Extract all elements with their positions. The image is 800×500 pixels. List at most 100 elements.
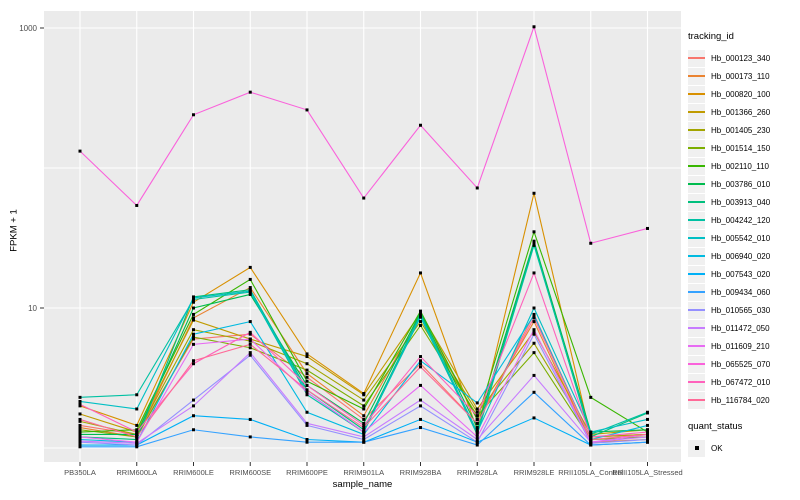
line-swatch-icon [688,237,705,239]
line-swatch-icon [688,381,705,383]
legend-item-Hb_065525_070: Hb_065525_070 [688,355,770,373]
legend-item-label: Hb_000123_340 [711,53,771,63]
data-point [305,368,309,372]
legend-item-label: Hb_003786_010 [711,179,771,189]
line-swatch-icon [688,165,705,167]
data-point [646,417,649,421]
data-point [78,417,82,421]
data-point [305,421,309,425]
legend-key-box [688,319,705,337]
legend-item-label: Hb_006940_020 [711,251,771,261]
legend-key-box [688,337,705,355]
legend-item-Hb_000123_340: Hb_000123_340 [688,49,770,67]
legend-items: Hb_000123_340 Hb_000173_110 Hb_000820_100 H… [688,49,770,409]
legend-item-label: Hb_011609_210 [711,341,770,351]
data-point [475,186,479,190]
data-point [532,416,536,420]
data-point [248,342,252,346]
data-point [78,149,82,153]
legend-item-ok: OK [688,439,770,457]
data-point [362,423,366,427]
line-swatch-icon [688,273,705,275]
legend-key-box [688,391,705,409]
data-point [78,445,82,449]
data-point [305,379,309,383]
data-point [135,393,139,397]
data-point [419,323,422,327]
data-point [78,426,82,430]
data-point [475,410,479,414]
data-point [362,407,366,411]
data-point [192,398,195,402]
data-point [305,390,309,394]
legend-key-box [688,121,705,139]
legend-key-box [688,49,705,67]
data-point [646,423,649,427]
data-point [362,430,366,434]
line-swatch-icon [688,309,705,311]
data-point [305,440,309,444]
data-point [135,430,139,434]
legend-key-box [688,157,705,175]
data-point [192,328,195,332]
data-point [135,203,139,207]
data-point [305,388,309,392]
data-point [192,296,195,300]
data-point [78,423,82,427]
data-point [419,359,422,363]
line-swatch-icon [688,147,705,149]
legend-item-label: Hb_000173_110 [711,71,770,81]
legend-item-label: Hb_067472_010 [711,377,771,387]
data-point [248,277,252,281]
data-point [192,428,195,432]
data-point [475,438,479,442]
data-point [192,316,195,320]
data-point [475,421,479,425]
data-point [192,342,195,346]
data-point [475,428,479,432]
data-point [475,443,479,447]
legend-item-Hb_011472_050: Hb_011472_050 [688,319,770,337]
x-tick-label: RRIM928BA [400,468,442,477]
square-point-icon [694,446,699,450]
legend-item-label: Hb_011472_050 [711,323,770,333]
data-point [135,432,139,436]
x-tick-label: RRIM901LA [343,468,384,477]
data-point [362,432,366,436]
data-point [78,399,82,403]
legend-key-box [688,301,705,319]
data-point [78,404,82,408]
data-point [305,423,309,427]
legend-item-Hb_002110_110: Hb_002110_110 [688,157,770,175]
data-point [532,25,536,29]
data-point [646,435,649,439]
data-point [362,435,366,439]
data-point [248,417,252,421]
x-tick-label: RRIM600SE [229,468,271,477]
legend-title-quant-status: quant_status [688,421,743,432]
data-point [248,289,252,293]
data-point [78,428,82,432]
legend-key-box [688,355,705,373]
legend-item-Hb_010565_030: Hb_010565_030 [688,301,770,319]
data-point [362,404,366,408]
line-swatch-icon [688,345,705,347]
legend-key-box [688,67,705,85]
data-point [305,383,309,387]
data-point [362,438,366,442]
data-point [532,239,536,243]
data-point [305,393,309,397]
legend-item-Hb_116784_020: Hb_116784_020 [688,391,770,409]
data-point [532,243,536,247]
data-point [475,401,479,405]
data-point [362,440,366,444]
data-point [419,362,422,366]
legend-item-label: Hb_001405_230 [711,125,771,135]
y-tick-label: 10 [28,304,37,313]
data-point [532,316,536,320]
data-point [532,332,536,336]
legend-item-label: Hb_116784_020 [711,395,770,405]
data-point [532,313,536,317]
legend-item-Hb_067472_010: Hb_067472_010 [688,373,770,391]
data-point [475,426,479,430]
